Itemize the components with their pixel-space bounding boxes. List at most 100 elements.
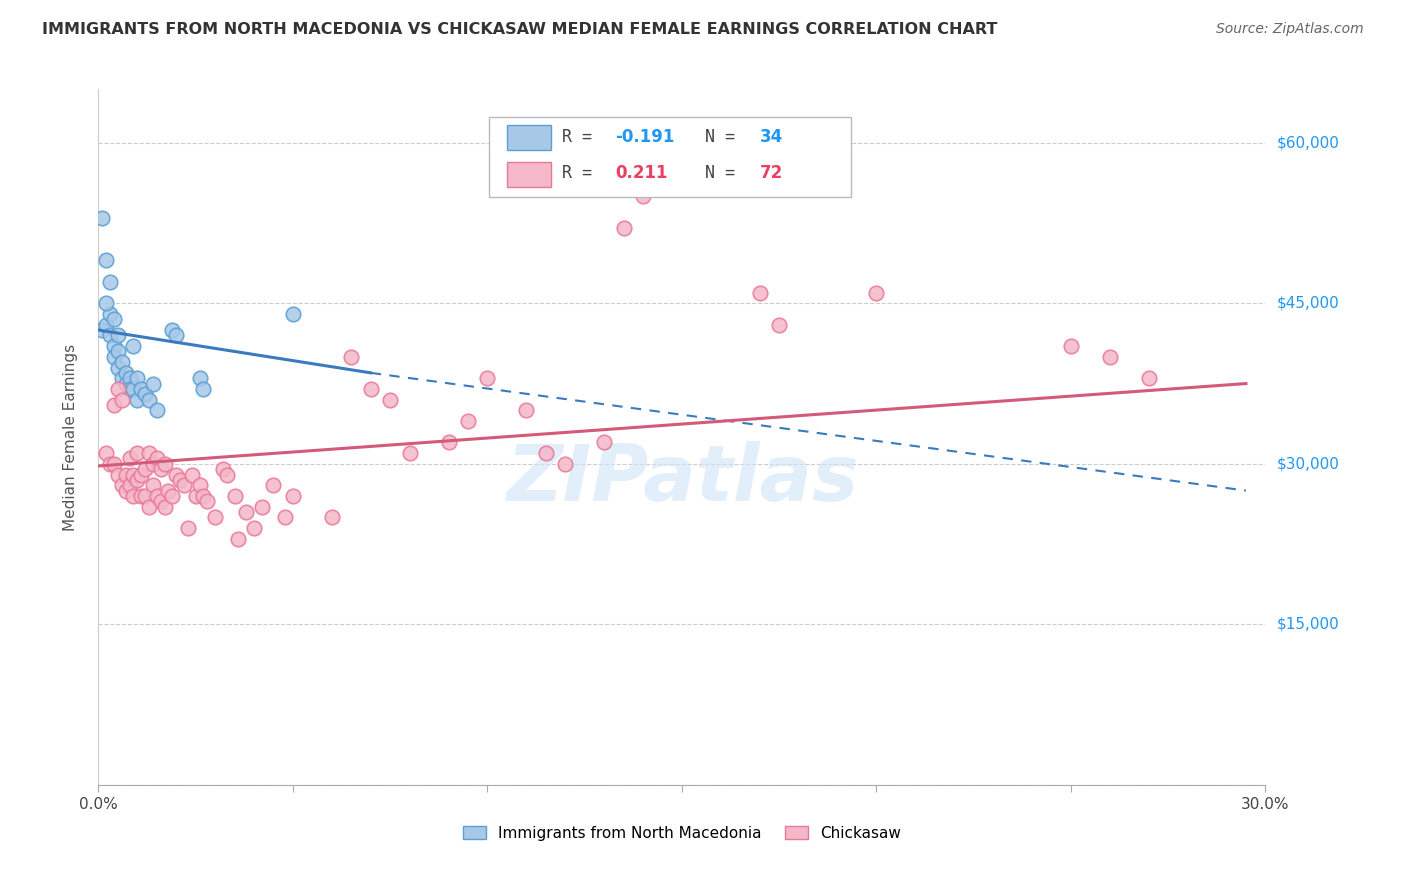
Point	[129, 467, 152, 482]
Point	[129, 382, 152, 396]
Point	[162, 323, 184, 337]
FancyBboxPatch shape	[508, 126, 551, 151]
Point	[165, 467, 187, 482]
Point	[146, 489, 169, 503]
Point	[281, 489, 304, 503]
Point	[103, 350, 125, 364]
Point	[554, 457, 576, 471]
Text: R =: R =	[562, 164, 612, 182]
Point	[111, 355, 134, 369]
Text: N =: N =	[706, 164, 745, 182]
Point	[1137, 371, 1160, 385]
Point	[98, 457, 121, 471]
Point	[134, 462, 156, 476]
Point	[91, 323, 114, 337]
Point	[103, 398, 125, 412]
Point	[142, 376, 165, 391]
Point	[107, 467, 129, 482]
Point	[142, 478, 165, 492]
Point	[224, 489, 246, 503]
Point	[118, 451, 141, 466]
FancyBboxPatch shape	[508, 161, 551, 186]
Point	[122, 489, 145, 503]
Point	[437, 435, 460, 450]
Text: 0.211: 0.211	[616, 164, 668, 182]
Point	[98, 328, 121, 343]
Point	[107, 382, 129, 396]
Point	[91, 211, 114, 225]
Point	[96, 318, 118, 332]
Point	[593, 435, 616, 450]
Point	[98, 307, 121, 321]
Point	[127, 371, 149, 385]
Point	[153, 457, 176, 471]
Text: -0.191: -0.191	[616, 128, 675, 145]
Point	[195, 494, 218, 508]
Point	[127, 473, 149, 487]
Point	[127, 392, 149, 407]
Text: $30,000: $30,000	[1277, 457, 1340, 471]
Point	[103, 457, 125, 471]
Point	[262, 478, 284, 492]
Point	[118, 382, 141, 396]
Point	[281, 307, 304, 321]
Point	[173, 478, 195, 492]
Text: $60,000: $60,000	[1277, 136, 1340, 150]
Text: N =: N =	[706, 128, 745, 145]
Point	[243, 521, 266, 535]
Point	[111, 392, 134, 407]
Point	[129, 489, 152, 503]
Point	[215, 467, 238, 482]
Point	[96, 253, 118, 268]
Point	[96, 446, 118, 460]
Point	[180, 467, 202, 482]
Point	[162, 489, 184, 503]
Point	[274, 510, 297, 524]
Point	[96, 296, 118, 310]
FancyBboxPatch shape	[489, 117, 851, 197]
Text: ZIPatlas: ZIPatlas	[506, 441, 858, 516]
Point	[748, 285, 770, 300]
Text: $15,000: $15,000	[1277, 617, 1340, 632]
Point	[146, 451, 169, 466]
Point	[107, 360, 129, 375]
Point	[149, 462, 172, 476]
Point	[134, 489, 156, 503]
Point	[193, 382, 215, 396]
Point	[768, 318, 790, 332]
Point	[360, 382, 382, 396]
Point	[114, 376, 136, 391]
Point	[169, 473, 191, 487]
Point	[340, 350, 363, 364]
Point	[250, 500, 273, 514]
Point	[111, 478, 134, 492]
Point	[146, 403, 169, 417]
Point	[1060, 339, 1083, 353]
Point	[1098, 350, 1121, 364]
Point	[138, 500, 160, 514]
Point	[122, 382, 145, 396]
Point	[138, 392, 160, 407]
Y-axis label: Median Female Earnings: Median Female Earnings	[63, 343, 77, 531]
Text: IMMIGRANTS FROM NORTH MACEDONIA VS CHICKASAW MEDIAN FEMALE EARNINGS CORRELATION : IMMIGRANTS FROM NORTH MACEDONIA VS CHICK…	[42, 22, 997, 37]
Point	[613, 221, 636, 235]
Point	[212, 462, 235, 476]
Point	[118, 371, 141, 385]
Text: 34: 34	[761, 128, 783, 145]
Point	[380, 392, 402, 407]
Point	[149, 494, 172, 508]
Point	[127, 446, 149, 460]
Point	[534, 446, 557, 460]
Point	[193, 489, 215, 503]
Point	[98, 275, 121, 289]
Point	[631, 189, 654, 203]
Point	[103, 312, 125, 326]
Point	[188, 478, 211, 492]
Point	[457, 414, 479, 428]
Point	[103, 339, 125, 353]
Point	[114, 483, 136, 498]
Point	[204, 510, 226, 524]
Point	[865, 285, 887, 300]
Point	[235, 505, 257, 519]
Point	[157, 483, 180, 498]
